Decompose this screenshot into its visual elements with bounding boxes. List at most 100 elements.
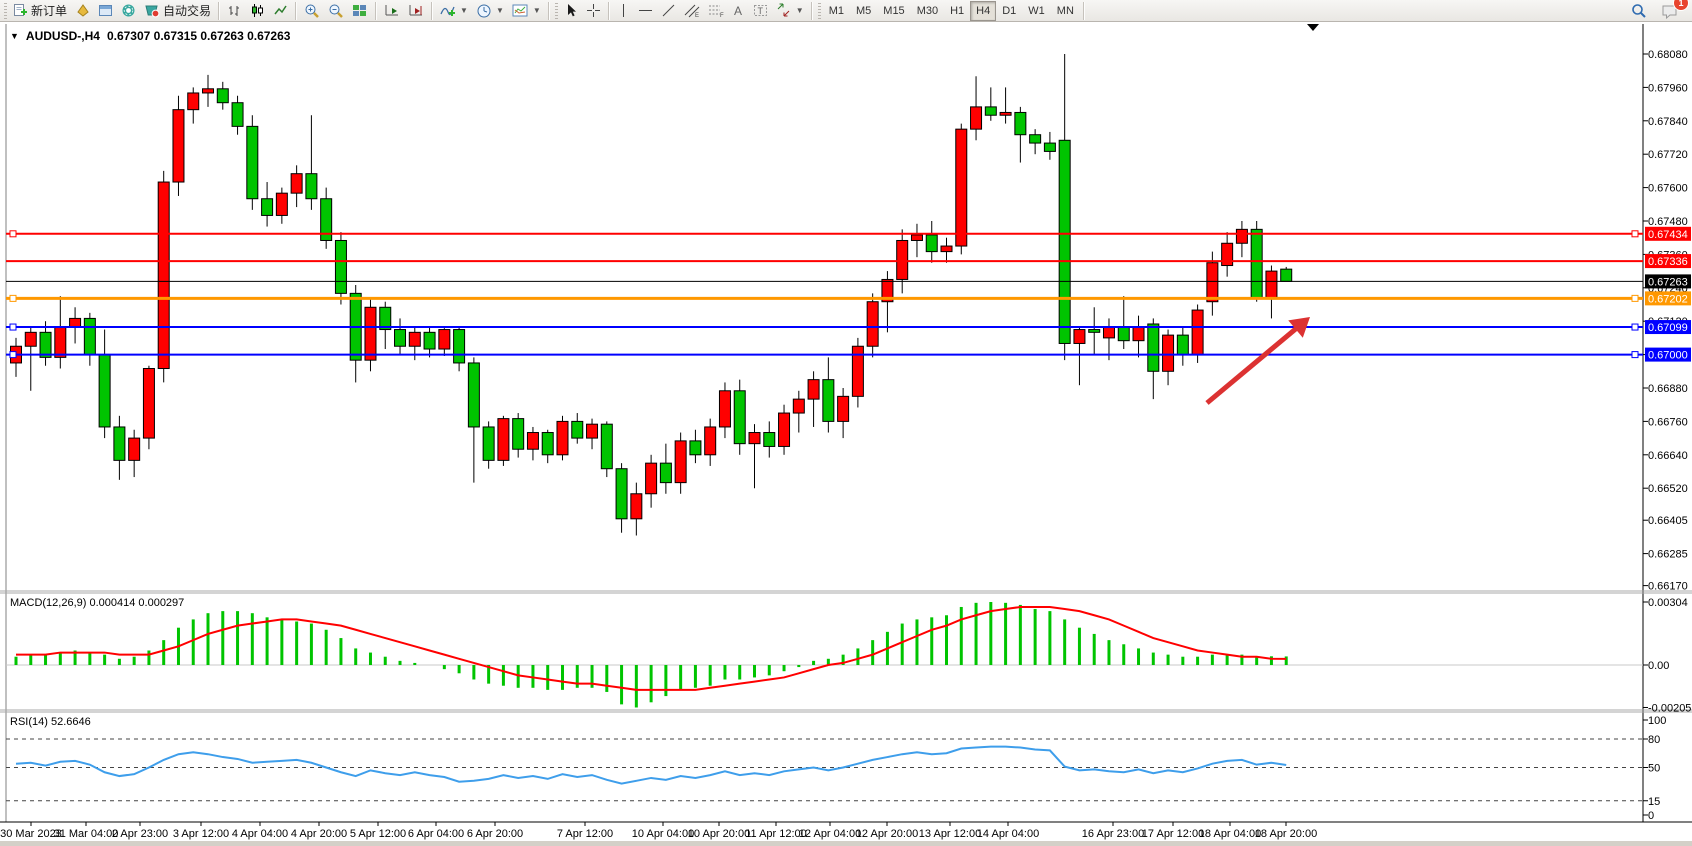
- toolbar-grip: [554, 2, 558, 19]
- tab-d1[interactable]: D1: [1002, 4, 1017, 17]
- new-order-icon: [13, 3, 28, 18]
- annotation-arrow[interactable]: [1205, 324, 1301, 405]
- chart-autoscroll-button[interactable]: [380, 0, 404, 22]
- rsi-tick-label: 15: [1648, 796, 1660, 808]
- candle-down: [83, 317, 96, 356]
- hline-handle[interactable]: [1631, 351, 1639, 359]
- navigator-icon: [121, 3, 136, 18]
- equidistant-channel-button[interactable]: E: [680, 0, 704, 22]
- tab-h4[interactable]: H4: [970, 0, 997, 21]
- candle-down: [600, 423, 613, 470]
- svg-text:T: T: [757, 6, 763, 16]
- candle-down: [467, 362, 480, 428]
- candle-up: [807, 379, 820, 400]
- price-tick-label: 0.67720: [1648, 149, 1688, 161]
- candle-down: [571, 420, 584, 439]
- tab-mn[interactable]: MN: [1056, 4, 1074, 17]
- line-chart-button[interactable]: [269, 0, 292, 22]
- vertical-line-button[interactable]: [613, 0, 634, 22]
- cursor-button[interactable]: [560, 0, 582, 22]
- hline-handle[interactable]: [9, 294, 17, 302]
- notification-badge: 1: [1673, 0, 1689, 11]
- hline-handle[interactable]: [9, 351, 17, 359]
- arrows-tool-button[interactable]: ▼: [772, 0, 808, 22]
- candle-down: [98, 354, 111, 428]
- candle-up: [955, 128, 968, 247]
- candle-down: [984, 106, 997, 116]
- new-order-button[interactable]: 新订单: [9, 0, 71, 22]
- candle-down: [733, 390, 746, 445]
- candle-down: [423, 331, 436, 350]
- annotation-arrow-head[interactable]: [1288, 317, 1310, 338]
- tab-m30[interactable]: M30: [916, 4, 939, 17]
- hline-handle[interactable]: [1631, 294, 1639, 302]
- candle-up: [408, 331, 421, 347]
- chart-area[interactable]: 0.68080 0.67960 0.67840 0.67720 0.67600 0.674…: [0, 22, 1692, 846]
- svg-text:E: E: [695, 13, 699, 18]
- price-tick-label: 0.66405: [1648, 515, 1688, 527]
- candle-down: [1117, 326, 1130, 342]
- rsi-indicator-label: RSI(14) 52.6646: [10, 716, 91, 728]
- rsi-tick-label: 50: [1648, 763, 1660, 775]
- candle-up: [630, 493, 643, 520]
- periods-button[interactable]: ▼: [472, 0, 508, 22]
- candle-down: [1176, 334, 1189, 356]
- navigator-button[interactable]: [117, 0, 140, 22]
- chart-shift-marker[interactable]: [1307, 24, 1319, 31]
- candle-down: [482, 426, 495, 461]
- candle-up: [881, 278, 894, 303]
- chart-shift-button[interactable]: [404, 0, 428, 22]
- candle-down: [1043, 142, 1056, 152]
- market-watch-button[interactable]: [94, 0, 117, 22]
- price-tick-label: 0.67480: [1648, 216, 1688, 228]
- price-tick-label: 0.67600: [1648, 183, 1688, 195]
- fibonacci-button[interactable]: F: [704, 0, 728, 22]
- zoom-out-button[interactable]: [324, 0, 348, 22]
- templates-button[interactable]: ▼: [508, 0, 545, 22]
- macd-tick-label: 0.00304: [1648, 597, 1688, 609]
- tab-m1[interactable]: M1: [828, 4, 844, 17]
- text-label-icon: T: [753, 3, 768, 18]
- price-tick-label: 0.67960: [1648, 82, 1688, 94]
- time-tick-label: 30 Mar 2023: [0, 828, 62, 840]
- bar-chart-button[interactable]: [223, 0, 246, 22]
- hline-price-box: [1645, 320, 1691, 335]
- text-label-button[interactable]: T: [749, 0, 772, 22]
- tab-m5[interactable]: M5: [856, 4, 872, 17]
- hline-handle[interactable]: [9, 323, 17, 331]
- time-tick-label: 10 Apr 20:00: [688, 828, 750, 840]
- search-icon: [1631, 3, 1647, 19]
- ohlc-quotes: 0.67307 0.67315 0.67263 0.67263: [106, 29, 291, 43]
- candle-up: [1132, 326, 1145, 342]
- market-watch-icon: [98, 3, 113, 18]
- toolbar-separator: [1082, 1, 1085, 20]
- text-button[interactable]: A: [728, 0, 749, 22]
- candlestick-chart-button[interactable]: [246, 0, 269, 22]
- chart-shift-icon: [408, 3, 424, 18]
- horizontal-line-button[interactable]: [634, 0, 657, 22]
- autotrading-button[interactable]: 自动交易: [140, 0, 215, 22]
- hline-handle[interactable]: [1631, 323, 1639, 331]
- chat-button[interactable]: 1: [1657, 0, 1689, 22]
- hline-price-label: 0.67099: [1648, 322, 1688, 334]
- hline-price-box: [1645, 291, 1691, 306]
- zoom-in-button[interactable]: [300, 0, 324, 22]
- time-tick-label: 13 Apr 12:00: [919, 828, 981, 840]
- tab-h1[interactable]: H1: [950, 4, 965, 17]
- candle-down: [261, 198, 274, 216]
- hline-handle[interactable]: [9, 230, 17, 238]
- trendline-button[interactable]: [657, 0, 680, 22]
- tile-windows-button[interactable]: [348, 0, 372, 22]
- tab-w1[interactable]: W1: [1028, 4, 1045, 17]
- candle-down: [1280, 268, 1293, 282]
- tab-m15[interactable]: M15: [883, 4, 905, 17]
- crosshair-button[interactable]: [582, 0, 605, 22]
- indicators-add-icon: [440, 3, 456, 18]
- indicators-button[interactable]: ▼: [436, 0, 472, 22]
- search-button[interactable]: [1627, 0, 1651, 22]
- quotes-button[interactable]: [71, 0, 94, 22]
- macd-signal-line: [16, 605, 1287, 691]
- hline-handle[interactable]: [1631, 230, 1639, 238]
- candle-down: [394, 329, 407, 347]
